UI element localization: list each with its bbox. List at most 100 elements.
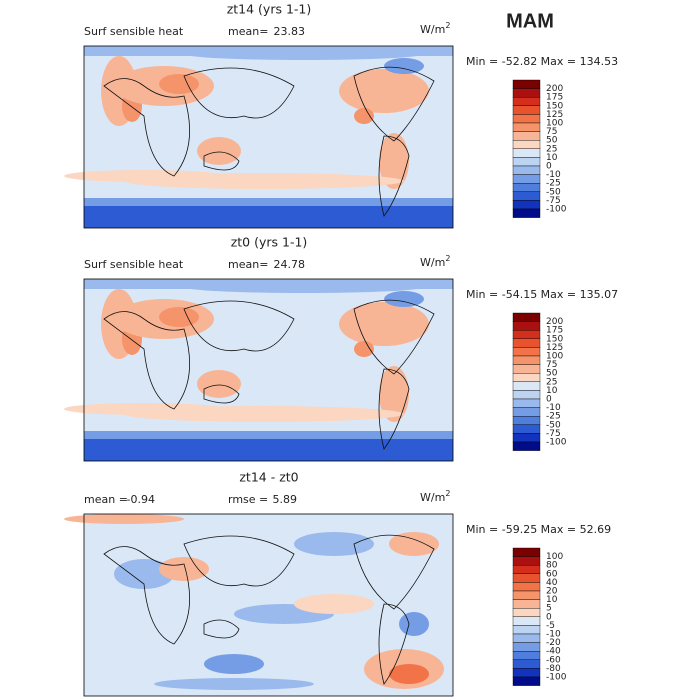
- colorbar-box: [512, 321, 541, 331]
- units: W/m2: [420, 489, 450, 505]
- colorbar-label: 5: [546, 604, 552, 614]
- units-base: W/m: [420, 256, 445, 269]
- colorbar-box: [512, 625, 541, 635]
- colorbar-box: [512, 599, 541, 609]
- coastline: [103, 66, 435, 217]
- colorbar-label: -100: [546, 438, 567, 448]
- colorbar-label: 20: [546, 587, 558, 597]
- colorbar-box: [512, 633, 541, 643]
- colorbar-box: [512, 157, 541, 167]
- colorbar-label: 60: [546, 569, 558, 579]
- stat-value: 24.78: [274, 258, 306, 271]
- map-region: [339, 302, 429, 346]
- colorbar-label: 0: [546, 612, 552, 622]
- map-region: [294, 594, 374, 614]
- coastline: [103, 299, 435, 450]
- colorbar-label: 125: [546, 343, 563, 353]
- colorbar-box: [512, 390, 541, 400]
- colorbar-box: [512, 573, 541, 583]
- colorbar-box: [512, 547, 541, 557]
- colorbar-box: [512, 651, 541, 661]
- colorbar-label: 0: [546, 162, 552, 172]
- southern-ocean: [84, 206, 453, 228]
- map-region: [379, 133, 409, 189]
- colorbar-label: 100: [546, 119, 563, 129]
- colorbar-box: [512, 105, 541, 115]
- colorbar-box: [512, 424, 541, 434]
- colorbar-box: [512, 88, 541, 98]
- colorbar-label: 10: [546, 595, 558, 605]
- map-region: [184, 48, 424, 60]
- colorbar-box: [512, 433, 541, 443]
- panel: zt14 (yrs 1-1) Surf sensible heat mean= 23.…: [64, 2, 618, 229]
- map-region: [159, 557, 209, 581]
- map-region: [64, 403, 224, 415]
- colorbar-box: [512, 122, 541, 132]
- colorbar-label: 25: [546, 377, 557, 387]
- colorbar-box: [512, 590, 541, 600]
- units-base: W/m: [420, 491, 445, 504]
- map-region: [204, 654, 264, 674]
- min-max: Min = -59.25 Max = 52.69: [466, 523, 611, 536]
- colorbar-box: [512, 338, 541, 348]
- stat-value: 5.89: [273, 493, 298, 506]
- stat-value: -0.94: [127, 493, 155, 506]
- colorbar-label: 200: [546, 84, 563, 94]
- colorbar-label: 150: [546, 101, 563, 111]
- colorbar-label: -10: [546, 630, 561, 640]
- map-region: [384, 291, 424, 307]
- colorbar-box: [512, 330, 541, 340]
- colorbar-label: 40: [546, 578, 558, 588]
- map-region: [159, 307, 199, 327]
- colorbar-label: 175: [546, 93, 563, 103]
- colorbar-box: [512, 200, 541, 210]
- colorbar-box: [512, 556, 541, 566]
- units: W/m2: [420, 254, 450, 270]
- colorbar-box: [512, 148, 541, 158]
- colorbar-box: [512, 139, 541, 149]
- southern-ocean: [84, 439, 453, 461]
- colorbar-label: 100: [546, 352, 563, 362]
- min-max: Min = -54.15 Max = 135.07: [466, 288, 618, 301]
- stat-label: rmse =: [228, 493, 268, 506]
- map-region: [389, 664, 429, 684]
- colorbar-label: 10: [546, 153, 558, 163]
- colorbar-label: 175: [546, 326, 563, 336]
- map-frame: [83, 278, 454, 462]
- map-region: [114, 559, 174, 589]
- min-max: Min = -52.82 Max = 134.53: [466, 55, 618, 68]
- map-frame: [83, 45, 454, 229]
- map-region: [384, 58, 424, 74]
- colorbar-box: [512, 131, 541, 141]
- stat-value: 23.83: [274, 25, 306, 38]
- colorbar-box: [512, 441, 541, 451]
- colorbar-label: 75: [546, 127, 557, 137]
- coastline: [103, 534, 435, 685]
- colorbar-box: [512, 642, 541, 652]
- colorbar-box: [512, 582, 541, 592]
- colorbar-box: [512, 381, 541, 391]
- map-region: [354, 341, 374, 357]
- colorbar-label: 80: [546, 561, 558, 571]
- colorbar-label: 0: [546, 395, 552, 405]
- colorbar-box: [512, 616, 541, 626]
- colorbar-label: 50: [546, 369, 558, 379]
- colorbar-label: -100: [546, 205, 567, 215]
- colorbar-box: [512, 96, 541, 106]
- units-sup: 2: [445, 21, 450, 30]
- colorbar-label: -75: [546, 429, 561, 439]
- colorbar-label: 150: [546, 334, 563, 344]
- colorbar-label: 75: [546, 360, 557, 370]
- panel-title: zt0 (yrs 1-1): [231, 235, 308, 250]
- colorbar-box: [512, 79, 541, 89]
- colorbar-label: 125: [546, 110, 563, 120]
- colorbar-box: [512, 407, 541, 417]
- colorbar-box: [512, 373, 541, 383]
- colorbar-label: -10: [546, 170, 561, 180]
- colorbar-label: 50: [546, 136, 558, 146]
- map-region: [294, 532, 374, 556]
- map-region: [354, 108, 374, 124]
- units-sup: 2: [445, 254, 450, 263]
- colorbar-label: -60: [546, 655, 561, 665]
- colorbar-label: -25: [546, 179, 561, 189]
